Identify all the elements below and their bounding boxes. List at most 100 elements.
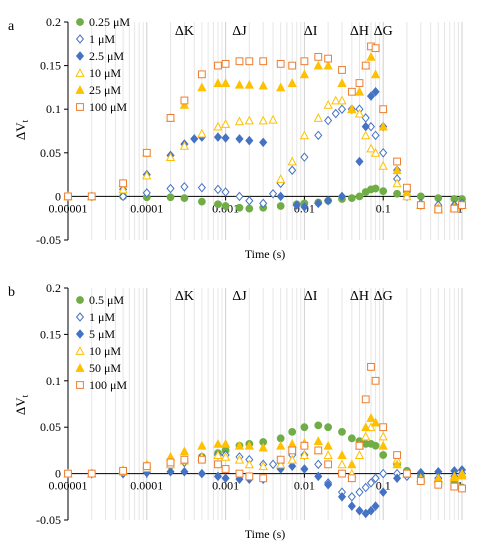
phase-label: ΔH: [350, 24, 369, 39]
data-point: [235, 57, 244, 66]
data-point: [366, 505, 376, 516]
data-point: [165, 152, 176, 162]
data-point: [87, 192, 96, 201]
data-point: [450, 204, 459, 213]
data-point: [221, 187, 230, 197]
data-point: [258, 442, 268, 452]
data-point: [213, 471, 223, 482]
data-point: [361, 482, 370, 493]
data-point: [234, 454, 245, 464]
data-point: [324, 460, 333, 469]
data-point: [268, 459, 278, 470]
data-point: [393, 189, 401, 198]
data-point: [314, 198, 323, 209]
data-point: [361, 130, 371, 140]
data-point: [355, 441, 364, 450]
data-point: [197, 468, 206, 479]
data-point: [197, 440, 207, 450]
data-point: [179, 140, 190, 150]
legend-marker: [76, 18, 84, 26]
data-point: [403, 469, 411, 478]
legend-label: 1 μM: [89, 32, 115, 46]
y-tick-label: 0.2: [46, 15, 61, 29]
data-point: [180, 182, 189, 192]
data-point: [258, 80, 268, 90]
data-point: [337, 104, 347, 114]
data-point: [166, 114, 175, 122]
data-point: [378, 440, 388, 450]
x-tick-label: 0.0001: [130, 479, 163, 493]
data-point: [379, 487, 388, 497]
data-point: [324, 479, 333, 490]
data-point: [197, 128, 207, 138]
x-axis-label: Time (s): [245, 247, 286, 261]
data-point: [392, 459, 402, 469]
data-point: [166, 193, 175, 202]
legend: 0.25 μM 1 μM 2.5 μM 10 μM 25 μM 100 μM: [75, 15, 130, 114]
data-point: [288, 61, 297, 70]
data-point: [361, 508, 370, 519]
y-tick-label: 0.05: [40, 420, 61, 434]
data-point: [166, 458, 175, 467]
data-point: [213, 132, 223, 142]
y-tick-label: 0.05: [40, 146, 61, 160]
data-point: [403, 183, 411, 192]
legend-marker: [75, 51, 85, 61]
legend-label: 0.5 μM: [89, 293, 124, 307]
data-point: [379, 148, 388, 158]
phase-label: ΔK: [175, 24, 194, 39]
data-point: [213, 450, 223, 459]
data-point: [64, 469, 72, 478]
data-point: [221, 202, 230, 210]
data-point: [392, 178, 402, 188]
x-tick-label: 0.00001: [49, 479, 88, 493]
phase-label: ΔH: [350, 289, 369, 304]
y-tick-label: 0.2: [46, 281, 61, 295]
data-point: [142, 188, 151, 198]
data-point: [197, 70, 206, 79]
data-point: [220, 439, 231, 448]
data-point: [244, 79, 254, 89]
data-point: [323, 440, 333, 450]
data-point: [288, 461, 297, 471]
phase-label: ΔJ: [232, 289, 247, 304]
data-point: [244, 459, 254, 469]
data-point: [288, 165, 297, 176]
data-point: [458, 201, 466, 210]
data-point: [245, 204, 254, 213]
data-point: [292, 200, 301, 210]
data-point: [355, 79, 364, 87]
data-point: [276, 459, 286, 469]
data-point: [313, 60, 323, 70]
data-point: [221, 465, 230, 473]
data-point: [276, 82, 286, 92]
data-point: [355, 156, 364, 167]
data-point: [331, 95, 341, 105]
data-point: [371, 473, 380, 484]
data-point: [314, 421, 323, 430]
legend-label: 100 μM: [89, 378, 127, 392]
panel-label: a: [8, 19, 15, 34]
data-point: [370, 69, 381, 79]
data-point: [371, 86, 380, 97]
data-point: [314, 52, 323, 61]
data-point: [119, 466, 127, 475]
data-point: [245, 135, 254, 146]
legend-marker: [75, 329, 85, 339]
data-point: [300, 423, 309, 432]
legend-label: 2.5 μM: [89, 49, 124, 63]
data-point: [347, 474, 356, 483]
data-point: [347, 194, 356, 203]
data-point: [323, 60, 333, 70]
data-point: [245, 472, 254, 481]
data-point: [331, 108, 340, 119]
legend-label: 25 μM: [89, 83, 121, 97]
legend-label: 10 μM: [89, 66, 121, 80]
data-point: [259, 474, 268, 483]
x-tick-label: 0.1: [376, 201, 391, 215]
data-point: [457, 470, 467, 480]
phase-label: ΔG: [374, 289, 393, 304]
data-point: [300, 441, 309, 450]
data-point: [450, 482, 459, 491]
